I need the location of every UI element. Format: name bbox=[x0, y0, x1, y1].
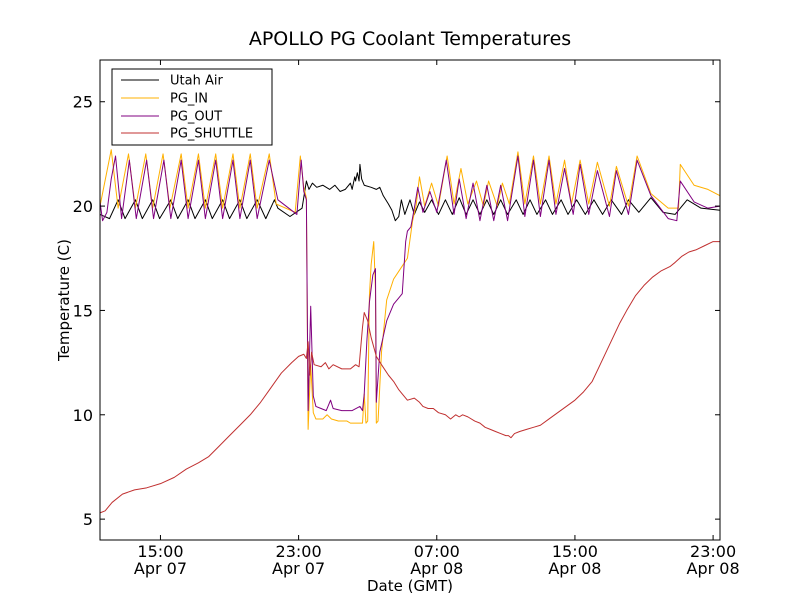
y-tick-label: 20 bbox=[73, 197, 93, 216]
series-line-pg-in bbox=[99, 149, 721, 430]
series-line-pg-out bbox=[99, 155, 721, 412]
y-axis-title: Temperature (C) bbox=[55, 239, 73, 362]
x-tick-label-date: Apr 08 bbox=[410, 559, 463, 578]
x-axis-title: Date (GMT) bbox=[367, 577, 453, 595]
x-tick-label-time: 15:00 bbox=[552, 542, 598, 561]
y-tick-label: 15 bbox=[73, 301, 93, 320]
legend-label-utah-air: Utah Air bbox=[170, 74, 223, 89]
legend-label-pg-shuttle: PG_SHUTTLE bbox=[170, 127, 253, 142]
x-tick-label-date: Apr 08 bbox=[548, 559, 601, 578]
y-tick-label: 10 bbox=[73, 406, 93, 425]
series-layer bbox=[99, 149, 721, 514]
plot-frame bbox=[99, 59, 721, 541]
x-tick-label-date: Apr 07 bbox=[134, 559, 187, 578]
x-tick-label-date: Apr 07 bbox=[272, 559, 325, 578]
y-tick-label: 25 bbox=[73, 93, 93, 112]
chart-title: APOLLO PG Coolant Temperatures bbox=[249, 28, 571, 50]
legend-box bbox=[111, 68, 273, 146]
legend: Utah Air PG_IN PG_OUT PG_SHUTTLE bbox=[111, 68, 273, 146]
series-line-utah-air bbox=[99, 163, 721, 222]
legend-label-pg-in: PG_IN bbox=[170, 92, 208, 107]
x-tick-label-time: 15:00 bbox=[137, 542, 183, 561]
x-tick-label-date: Apr 08 bbox=[687, 559, 740, 578]
series-line-pg-shuttle bbox=[99, 241, 720, 514]
x-tick-label-time: 23:00 bbox=[276, 542, 322, 561]
x-tick-label-time: 07:00 bbox=[414, 542, 460, 561]
x-tick-label-time: 23:00 bbox=[690, 542, 736, 561]
y-tick-label: 5 bbox=[83, 510, 93, 529]
legend-label-pg-out: PG_OUT bbox=[170, 110, 222, 125]
